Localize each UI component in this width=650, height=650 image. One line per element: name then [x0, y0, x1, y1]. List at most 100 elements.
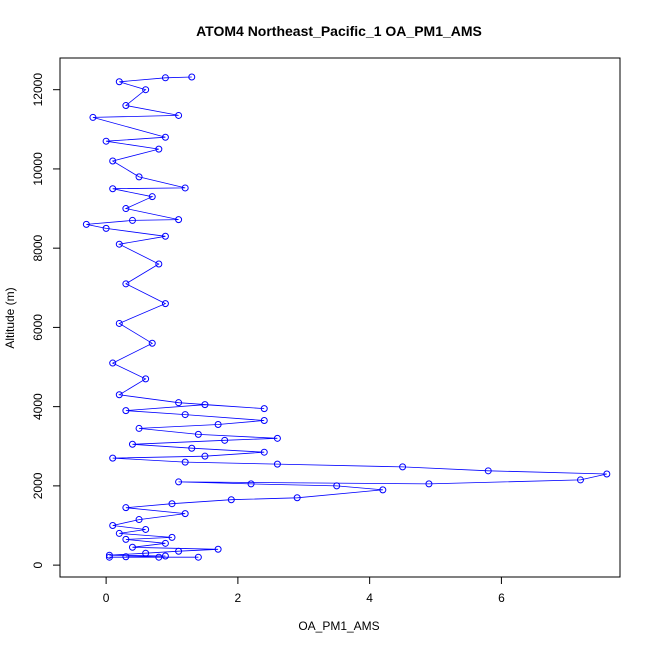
data-point: [142, 86, 150, 94]
data-point: [82, 220, 90, 228]
data-point: [194, 430, 202, 438]
data-point: [333, 482, 341, 490]
data-point: [115, 78, 123, 86]
x-tick-label: 2: [235, 591, 242, 605]
data-point: [188, 444, 196, 452]
data-point: [155, 553, 163, 561]
data-point: [181, 411, 189, 419]
data-point: [128, 440, 136, 448]
data-point: [115, 529, 123, 537]
data-point: [122, 205, 130, 213]
data-point: [181, 184, 189, 192]
series-line-group: [86, 76, 607, 558]
data-point: [102, 137, 110, 145]
data-point: [168, 533, 176, 541]
data-point: [273, 434, 281, 442]
data-point: [175, 399, 183, 407]
data-point: [247, 480, 255, 488]
x-axis-label: OA_PM1_AMS: [298, 619, 379, 633]
data-point: [188, 73, 196, 81]
data-point: [135, 516, 143, 524]
data-point: [379, 486, 387, 494]
plot-area-frame: [59, 57, 621, 578]
data-point: [260, 405, 268, 413]
y-axis-label: Altitude (m): [3, 287, 17, 348]
data-point: [576, 476, 584, 484]
y-tick-label: 12000: [31, 73, 45, 107]
y-tick-label: 6000: [31, 314, 45, 341]
data-point: [115, 391, 123, 399]
data-point: [155, 260, 163, 268]
data-point: [260, 448, 268, 456]
series-line: [86, 76, 607, 558]
data-point: [148, 339, 156, 347]
data-point: [115, 240, 123, 248]
x-axis: 0 2 4 6: [103, 576, 505, 605]
x-tick-label: 4: [366, 591, 373, 605]
data-point: [175, 547, 183, 555]
x-tick-label: 0: [103, 591, 110, 605]
data-point: [89, 113, 97, 121]
data-point: [181, 510, 189, 518]
data-point: [109, 454, 117, 462]
data-point: [161, 539, 169, 547]
data-point: [227, 496, 235, 504]
data-point: [161, 133, 169, 141]
x-tick-label: 6: [498, 591, 505, 605]
y-tick-label: 10000: [31, 152, 45, 186]
data-point: [603, 470, 611, 478]
y-tick-label: 4000: [31, 393, 45, 420]
y-tick-label: 8000: [31, 234, 45, 261]
data-point: [181, 458, 189, 466]
data-point: [142, 375, 150, 383]
series-points-group: [82, 73, 611, 561]
data-point: [122, 407, 130, 415]
data-point: [201, 401, 209, 409]
data-point: [128, 543, 136, 551]
data-point: [175, 216, 183, 224]
data-point: [128, 216, 136, 224]
data-point: [484, 467, 492, 475]
data-point: [399, 463, 407, 471]
data-point: [194, 553, 202, 561]
data-point: [161, 232, 169, 240]
data-point: [109, 157, 117, 165]
data-point: [273, 460, 281, 468]
data-point: [109, 521, 117, 529]
data-point: [135, 424, 143, 432]
data-point: [109, 359, 117, 367]
data-point: [161, 300, 169, 308]
data-point: [175, 111, 183, 119]
data-point: [142, 549, 150, 557]
data-point: [175, 478, 183, 486]
data-point: [105, 553, 113, 561]
data-point: [122, 535, 130, 543]
data-point: [142, 525, 150, 533]
y-tick-label: 2000: [31, 472, 45, 499]
data-point: [214, 420, 222, 428]
data-point: [161, 74, 169, 82]
data-point: [155, 145, 163, 153]
data-point: [260, 417, 268, 425]
data-point: [102, 224, 110, 232]
data-point: [425, 480, 433, 488]
data-point: [221, 436, 229, 444]
y-tick-label: 0: [31, 561, 45, 568]
data-point: [161, 552, 169, 560]
y-axis: 0 2000 4000 6000 8000 10000 12000: [31, 73, 61, 568]
data-point: [109, 185, 117, 193]
data-point: [214, 545, 222, 553]
data-point: [122, 504, 130, 512]
chart-title: ATOM4 Northeast_Pacific_1 OA_PM1_AMS: [196, 23, 482, 39]
data-point: [168, 500, 176, 508]
data-point: [148, 193, 156, 201]
data-point: [105, 551, 113, 559]
data-point: [122, 280, 130, 288]
data-point: [122, 102, 130, 110]
data-point: [293, 494, 301, 502]
data-point: [122, 553, 130, 561]
data-point: [135, 173, 143, 181]
data-point: [201, 452, 209, 460]
data-point: [115, 319, 123, 327]
